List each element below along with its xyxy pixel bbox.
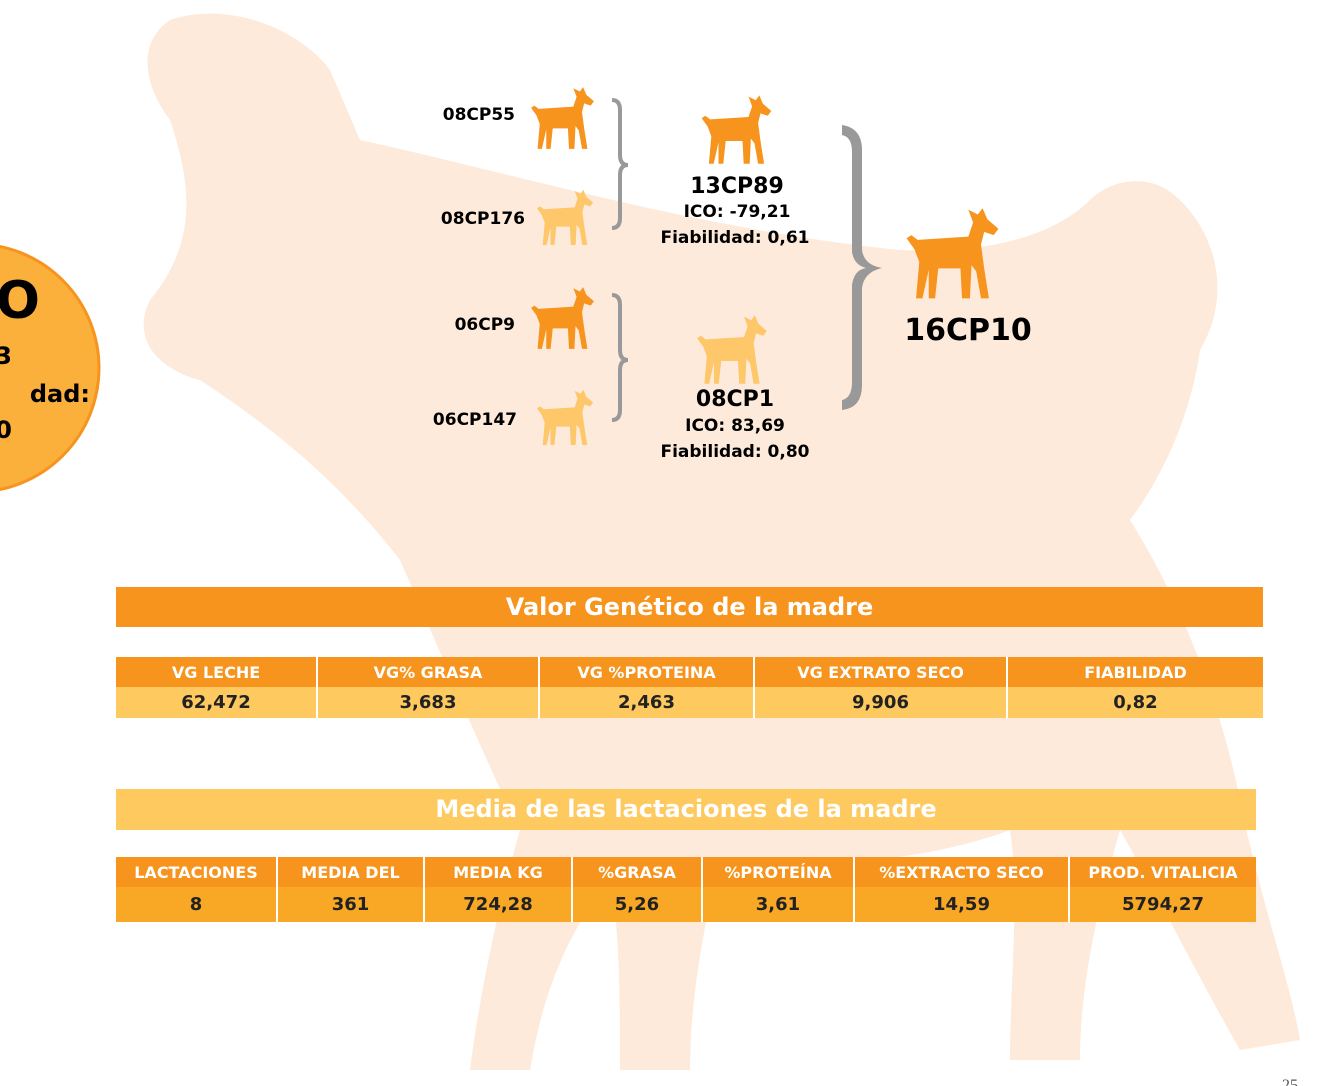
- value-cell: 724,28: [425, 887, 573, 922]
- page: O 3 dad: 0 08CP55 08CP176 06CP9 06CP147 …: [0, 0, 1319, 1086]
- value-cell: 0,82: [1008, 687, 1263, 718]
- header-cell: MEDIA KG: [425, 857, 573, 887]
- value-cell: 5,26: [573, 887, 703, 922]
- value-cell: 62,472: [116, 687, 318, 718]
- value-cell: 14,59: [855, 887, 1070, 922]
- grandparent-id: 08CP55: [443, 105, 515, 125]
- header-cell: %GRASA: [573, 857, 703, 887]
- page-number: 25: [1282, 1077, 1298, 1086]
- value-cell: 3,683: [318, 687, 540, 718]
- grandparent-id: 06CP147: [433, 410, 517, 430]
- badge-text: 3: [0, 342, 12, 370]
- table-title: Valor Genético de la madre: [116, 587, 1263, 627]
- artwork: O 3 dad: 0 08CP55 08CP176 06CP9 06CP147 …: [0, 0, 1319, 1086]
- value-cell: 3,61: [703, 887, 855, 922]
- value-cell: 361: [278, 887, 425, 922]
- table-title: Media de las lactaciones de la madre: [116, 789, 1256, 830]
- value-cell: 8: [116, 887, 278, 922]
- goat-icon: [531, 87, 594, 149]
- badge-text: 0: [0, 416, 12, 444]
- value-cell: 9,906: [755, 687, 1008, 718]
- header-cell: VG %PROTEINA: [540, 657, 755, 687]
- header-cell: VG LECHE: [116, 657, 318, 687]
- header-cell: LACTACIONES: [116, 857, 278, 887]
- parent-ico: ICO: -79,21: [684, 202, 791, 222]
- animal-id: 16CP10: [904, 313, 1032, 348]
- header-cell: FIABILIDAD: [1008, 657, 1263, 687]
- header-cell: VG% GRASA: [318, 657, 540, 687]
- value-cell: 5794,27: [1070, 887, 1256, 922]
- badge-text: dad:: [30, 380, 90, 408]
- parent-id: 13CP89: [690, 174, 784, 199]
- grandparent-id: 06CP9: [455, 315, 515, 335]
- goat-icon: [702, 95, 772, 163]
- header-cell: VG EXTRATO SECO: [755, 657, 1008, 687]
- parent-fiabilidad: Fiabilidad: 0,80: [660, 442, 809, 462]
- badge-text: O: [0, 271, 40, 331]
- header-cell: PROD. VITALICIA: [1070, 857, 1256, 887]
- header-cell: %EXTRACTO SECO: [855, 857, 1070, 887]
- parent-fiabilidad: Fiabilidad: 0,61: [660, 228, 809, 248]
- header-cell: %PROTEÍNA: [703, 857, 855, 887]
- parent-id: 08CP1: [696, 387, 774, 412]
- header-cell: MEDIA DEL: [278, 857, 425, 887]
- parent-ico: ICO: 83,69: [685, 416, 785, 436]
- value-cell: 2,463: [540, 687, 755, 718]
- grandparent-id: 08CP176: [441, 209, 525, 229]
